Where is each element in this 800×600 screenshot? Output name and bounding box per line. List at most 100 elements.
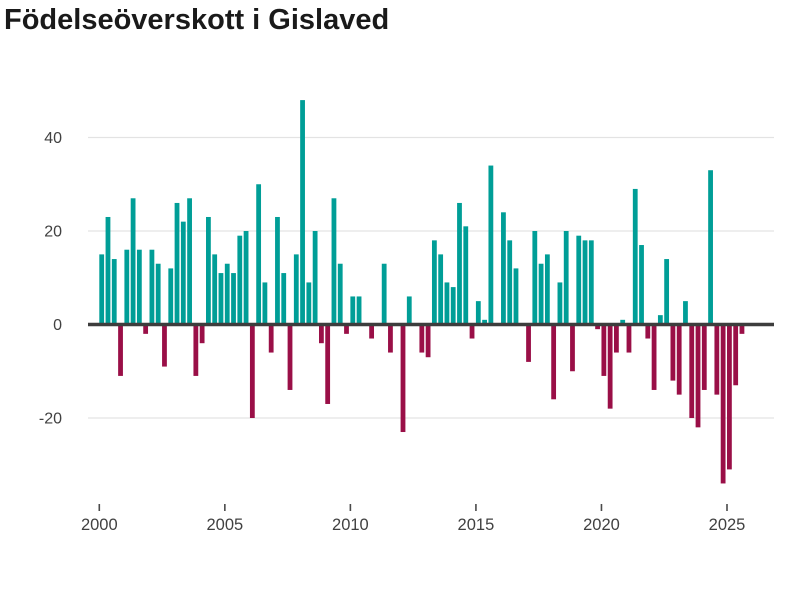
- bar-2017Q4: [544, 254, 550, 325]
- bar-2004Q2: [206, 216, 211, 325]
- x-axis-label-2010: 2010: [332, 516, 369, 534]
- bar-2018Q2: [557, 282, 563, 325]
- bar-2002Q2: [155, 263, 161, 325]
- bar-2016Q2: [507, 240, 513, 325]
- bar-2003Q2: [180, 221, 186, 325]
- bar-2000Q4: [118, 324, 123, 376]
- bar-2025Q3: [739, 324, 745, 334]
- bar-2006Q1: [249, 324, 255, 418]
- y-axis-label--20: -20: [39, 411, 62, 428]
- bar-2016Q3: [513, 268, 519, 325]
- bar-2025Q1: [727, 324, 732, 470]
- bar-2019Q4: [595, 324, 600, 330]
- bar-2000Q2: [105, 216, 111, 325]
- bar-2019Q2: [582, 240, 588, 325]
- bar-2017Q1: [526, 324, 531, 362]
- bar-2002Q3: [162, 324, 167, 367]
- bar-2001Q2: [130, 198, 136, 325]
- bar-2022Q4: [670, 324, 676, 381]
- x-axis-label-2015: 2015: [458, 516, 495, 534]
- bar-2009Q3: [337, 263, 343, 325]
- bar-2006Q2: [256, 184, 262, 325]
- bar-2001Q3: [136, 249, 142, 325]
- y-axis-label-40: 40: [44, 130, 62, 147]
- bar-2023Q2: [683, 301, 688, 325]
- bar-2018Q4: [570, 324, 575, 372]
- bar-2007Q2: [281, 273, 287, 325]
- bar-2014Q1: [450, 287, 456, 325]
- x-axis-label-2005: 2005: [206, 516, 243, 534]
- bar-2005Q2: [231, 273, 236, 325]
- bar-2002Q4: [168, 268, 174, 325]
- bar-2009Q1: [325, 324, 331, 404]
- bar-2007Q4: [293, 254, 299, 325]
- birth-surplus-bar-chart: 40 20 0 -20 2000 2005 2010 2015 2020 2025: [39, 100, 774, 534]
- bar-2001Q4: [143, 324, 149, 334]
- bar-2008Q2: [306, 282, 312, 325]
- bar-2008Q3: [312, 231, 318, 325]
- bar-2013Q1: [425, 324, 431, 358]
- bar-2024Q4: [720, 324, 726, 484]
- bar-2007Q3: [287, 324, 293, 390]
- bar-2004Q3: [212, 254, 218, 325]
- bar-2020Q1: [601, 324, 607, 376]
- bar-2011Q3: [388, 324, 393, 353]
- x-axis-label-2000: 2000: [81, 516, 118, 534]
- bar-2005Q3: [237, 235, 243, 325]
- bar-2008Q1: [300, 100, 305, 325]
- bar-2006Q4: [268, 324, 274, 353]
- bar-2012Q1: [400, 324, 406, 433]
- x-axis-label-2020: 2020: [583, 516, 620, 534]
- bar-2013Q3: [438, 254, 444, 325]
- bar-2014Q4: [469, 324, 475, 339]
- bar-2012Q2: [406, 296, 412, 325]
- bar-2024Q2: [708, 170, 713, 325]
- bar-2003Q3: [187, 198, 192, 325]
- bar-2012Q4: [419, 324, 425, 353]
- bar-2010Q4: [369, 324, 375, 339]
- bar-2005Q1: [224, 263, 230, 325]
- bar-2004Q1: [199, 324, 205, 344]
- bar-2011Q2: [381, 263, 387, 325]
- bar-2017Q2: [532, 231, 538, 325]
- bar-2025Q2: [733, 324, 739, 386]
- bar-2010Q1: [350, 296, 356, 325]
- bar-2020Q2: [607, 324, 613, 409]
- bar-2018Q3: [563, 231, 569, 325]
- bar-2018Q1: [551, 324, 557, 400]
- bar-2001Q1: [124, 249, 130, 325]
- bar-2021Q4: [645, 324, 651, 339]
- bar-2020Q3: [614, 324, 619, 353]
- chart-footer: Källa: SCB Newsworthy: [0, 556, 800, 600]
- bar-2022Q3: [664, 259, 670, 325]
- bar-2024Q3: [714, 324, 720, 395]
- bar-2009Q2: [331, 198, 337, 325]
- bar-2014Q3: [463, 226, 469, 325]
- page-title: Födelseöverskott i Gislaved: [4, 4, 390, 36]
- bar-2024Q1: [701, 324, 707, 390]
- bar-2000Q3: [111, 259, 117, 325]
- bar-2016Q1: [501, 212, 506, 325]
- bar-2022Q2: [657, 315, 663, 325]
- bar-2000Q1: [99, 254, 105, 325]
- bar-2004Q4: [218, 273, 224, 325]
- x-axis-label-2025: 2025: [709, 516, 746, 534]
- y-axis-label-0: 0: [53, 317, 62, 334]
- bar-2003Q4: [193, 324, 199, 376]
- bar-2020Q4: [620, 319, 626, 325]
- bar-2015Q2: [482, 319, 487, 325]
- bar-2021Q2: [632, 188, 638, 325]
- bar-2014Q2: [457, 202, 462, 325]
- bar-2023Q1: [676, 324, 682, 395]
- bar-2019Q3: [588, 240, 594, 325]
- bar-2003Q1: [174, 202, 180, 325]
- bar-2009Q4: [344, 324, 349, 334]
- bar-2015Q1: [475, 301, 481, 325]
- bar-2007Q1: [275, 216, 280, 325]
- bar-2019Q1: [576, 235, 582, 325]
- y-axis-label-20: 20: [44, 224, 62, 241]
- bar-2021Q1: [626, 324, 632, 353]
- bar-2010Q2: [356, 296, 362, 325]
- bar-2006Q3: [262, 282, 268, 325]
